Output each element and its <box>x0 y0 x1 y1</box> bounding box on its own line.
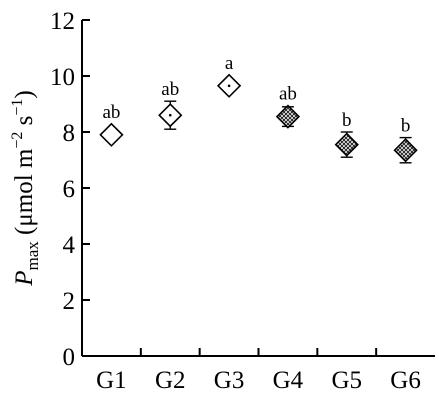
x-tick-label: G6 <box>390 367 421 394</box>
significance-letter: a <box>225 53 234 74</box>
diamond-marker <box>99 122 124 147</box>
y-tick-label: 12 <box>50 8 75 35</box>
data-point-g2: ab <box>158 79 183 130</box>
ylabel-units-mid: s <box>11 116 38 132</box>
ylabel-subscript: max <box>23 241 42 271</box>
ylabel-symbol: P <box>11 270 38 286</box>
ylabel-exp1: −2 <box>9 132 26 149</box>
significance-letter: b <box>342 110 352 131</box>
significance-letter: ab <box>279 84 297 105</box>
marker-center-dot <box>227 84 231 88</box>
diamond-marker <box>275 104 301 129</box>
data-points: ab ab a ab b b <box>99 53 418 164</box>
data-point-g1: ab <box>99 102 124 147</box>
significance-letter: b <box>401 116 411 137</box>
data-point-g5: b <box>334 110 359 158</box>
data-point-g4: ab <box>275 84 301 129</box>
x-ticks: G1 G2 G3 G4 G5 G6 <box>96 348 421 394</box>
ylabel-exp2: −1 <box>9 99 26 116</box>
significance-letter: ab <box>161 79 179 100</box>
ylabel-units-close: ) <box>11 90 38 98</box>
x-tick-label: G3 <box>214 367 245 394</box>
x-tick-label: G5 <box>331 367 362 394</box>
x-tick-label: G2 <box>155 367 186 394</box>
ylabel-units-open: (μmol m <box>11 148 38 241</box>
significance-letter: ab <box>102 102 120 123</box>
x-tick-label: G1 <box>96 367 127 394</box>
y-axis-label: Pmax (μmol m−2 s−1) <box>9 90 42 287</box>
data-point-g3: a <box>216 53 242 98</box>
y-tick-label: 10 <box>50 64 75 91</box>
data-point-g6: b <box>393 116 418 164</box>
y-tick-label: 4 <box>63 232 76 259</box>
y-tick-label: 0 <box>63 344 76 371</box>
y-ticks: 0 2 4 6 8 10 12 <box>50 8 90 371</box>
axes <box>81 20 435 357</box>
diamond-marker <box>393 138 418 163</box>
marker-center-dot <box>168 113 172 117</box>
diamond-marker <box>334 132 359 157</box>
x-tick-label: G4 <box>273 367 304 394</box>
y-tick-label: 2 <box>63 288 76 315</box>
y-tick-label: 6 <box>63 176 76 203</box>
y-tick-label: 8 <box>63 120 76 147</box>
